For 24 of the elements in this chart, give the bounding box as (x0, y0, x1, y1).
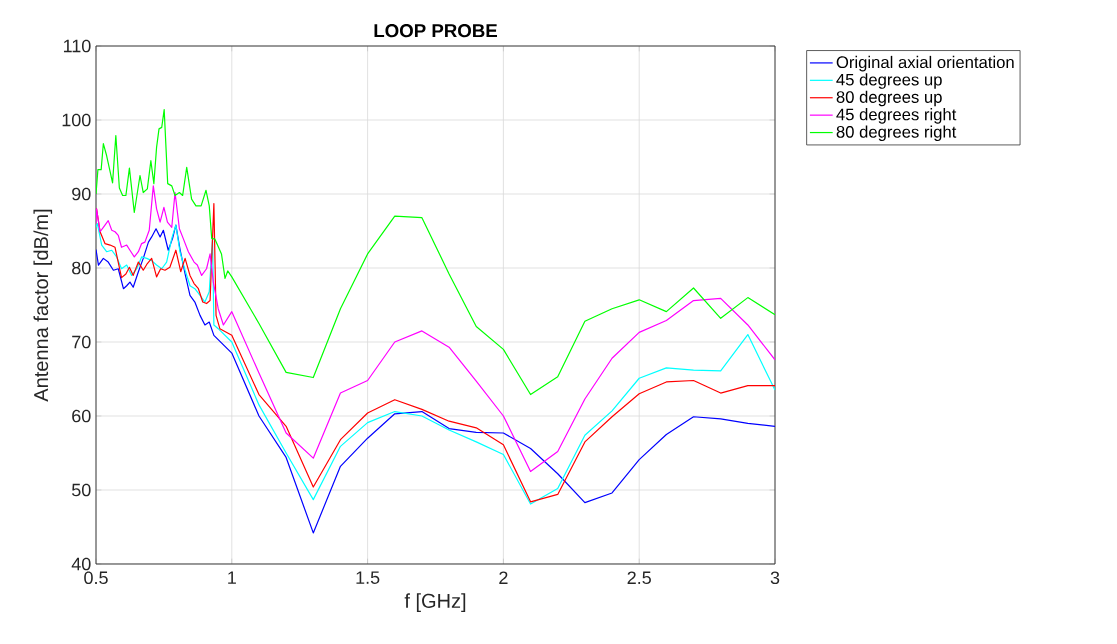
y-tick-label: 70 (72, 335, 91, 349)
y-tick-label: 80 (72, 261, 91, 275)
y-tick-label: 60 (72, 409, 91, 423)
x-tick-label: 3 (770, 571, 780, 585)
x-tick-label: 0.5 (84, 571, 108, 585)
x-tick-label: 2 (499, 571, 508, 584)
y-tick-label: 50 (71, 483, 91, 497)
line-series (96, 185, 775, 473)
line-series (96, 109, 775, 396)
y-axis-title: Antenna factor [dB/m] (33, 209, 53, 402)
x-tick-label: 1.5 (356, 571, 380, 584)
x-tick-label: 2.5 (627, 571, 651, 585)
y-tick-label: 40 (71, 557, 91, 571)
legend-label: 80 degrees right (836, 125, 957, 142)
x-tick-label: 1 (228, 571, 236, 584)
legend-label: 45 degrees up (836, 73, 942, 89)
y-tick-label: 90 (72, 187, 91, 201)
x-axis-title: f [GHz] (404, 593, 466, 612)
y-tick-label: 100 (62, 113, 91, 127)
chart-title: LOOP PROBE (374, 24, 497, 38)
legend-label: Original axial orientation (836, 55, 1014, 72)
y-tick-label: 110 (63, 39, 91, 53)
legend-label: 80 degrees up (836, 90, 942, 107)
legend-label: 45 degrees right (836, 108, 957, 124)
